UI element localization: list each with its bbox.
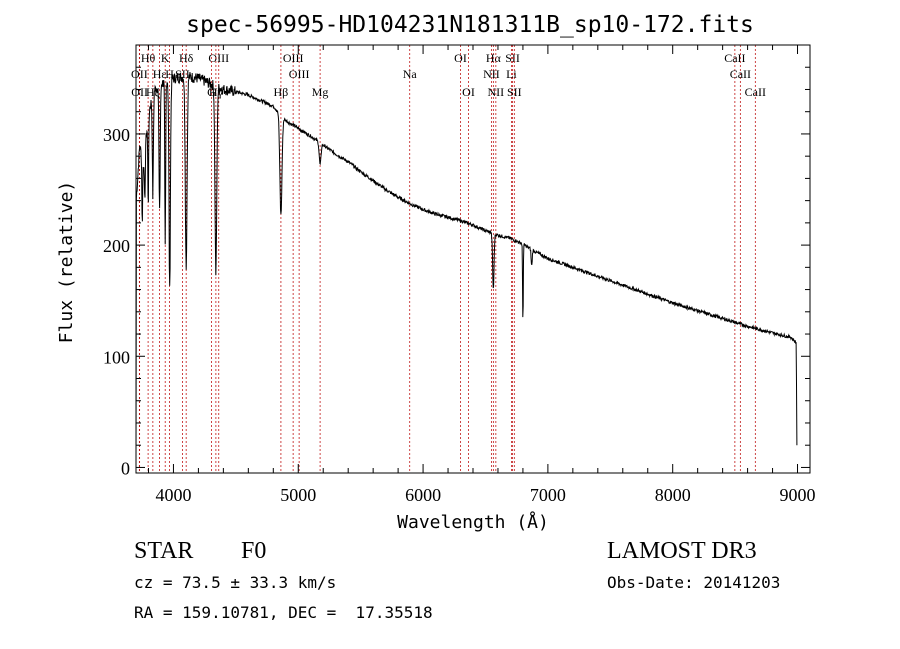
line-marker-label: K (161, 51, 170, 65)
line-marker-label: CaII (730, 67, 751, 81)
line-marker-label: G (207, 85, 216, 99)
y-tick-label: 100 (103, 347, 130, 367)
object-class: STAR (134, 538, 194, 564)
x-tick-label: 7000 (530, 485, 566, 505)
x-tick-label: 9000 (780, 485, 816, 505)
line-marker-label: OIII (283, 51, 304, 65)
obs-date: Obs-Date: 20141203 (607, 573, 781, 592)
line-marker-label: CaII (724, 51, 745, 65)
line-marker-label: Hε (153, 67, 167, 81)
line-marker-label: Mg (312, 85, 329, 99)
line-marker-label: SII (175, 67, 190, 81)
line-marker-label: NII (483, 67, 500, 81)
line-marker-label: OI (462, 85, 475, 99)
y-tick-label: 200 (103, 236, 130, 256)
line-marker-label: CaII (745, 85, 766, 99)
survey-name: LAMOST DR3 (607, 538, 757, 564)
object-subclass: F0 (241, 538, 267, 564)
redshift-readout: cz = 73.5 ± 33.3 km/s (134, 573, 337, 592)
x-tick-label: 4000 (155, 485, 191, 505)
line-marker-label: Hθ (141, 51, 156, 65)
chart-title: spec-56995-HD104231N181311B_sp10-172.fit… (186, 12, 754, 38)
y-axis: 0 100 200 300 (103, 66, 810, 478)
spectrum-line (135, 72, 798, 462)
y-tick-label: 0 (121, 458, 130, 478)
y-axis-label: Flux (relative) (56, 181, 77, 344)
line-marker-label: Hδ (179, 51, 194, 65)
x-tick-label: 5000 (280, 485, 316, 505)
line-marker-label: H (165, 67, 174, 81)
x-axis: 4000 5000 6000 7000 8000 9000 (147, 45, 816, 505)
line-marker-label: Li (506, 67, 517, 81)
line-marker-label: NII (488, 85, 505, 99)
x-tick-label: 6000 (405, 485, 441, 505)
line-marker-label: Hβ (274, 85, 289, 99)
x-axis-label: Wavelength (Å) (397, 511, 549, 533)
line-marker-label: OI (454, 51, 467, 65)
line-marker-label: OIII (208, 51, 229, 65)
line-marker-label: Na (403, 67, 418, 81)
y-tick-label: 300 (103, 125, 130, 145)
line-marker-label: SII (505, 51, 520, 65)
x-tick-label: 8000 (655, 485, 691, 505)
line-marker-label: SII (507, 85, 522, 99)
line-marker-label: OII (131, 85, 148, 99)
coordinates: RA = 159.10781, DEC = 17.35518 (134, 603, 433, 622)
line-marker-label: OIII (289, 67, 310, 81)
line-marker-label: Hα (486, 51, 502, 65)
plot-frame (135, 44, 811, 474)
